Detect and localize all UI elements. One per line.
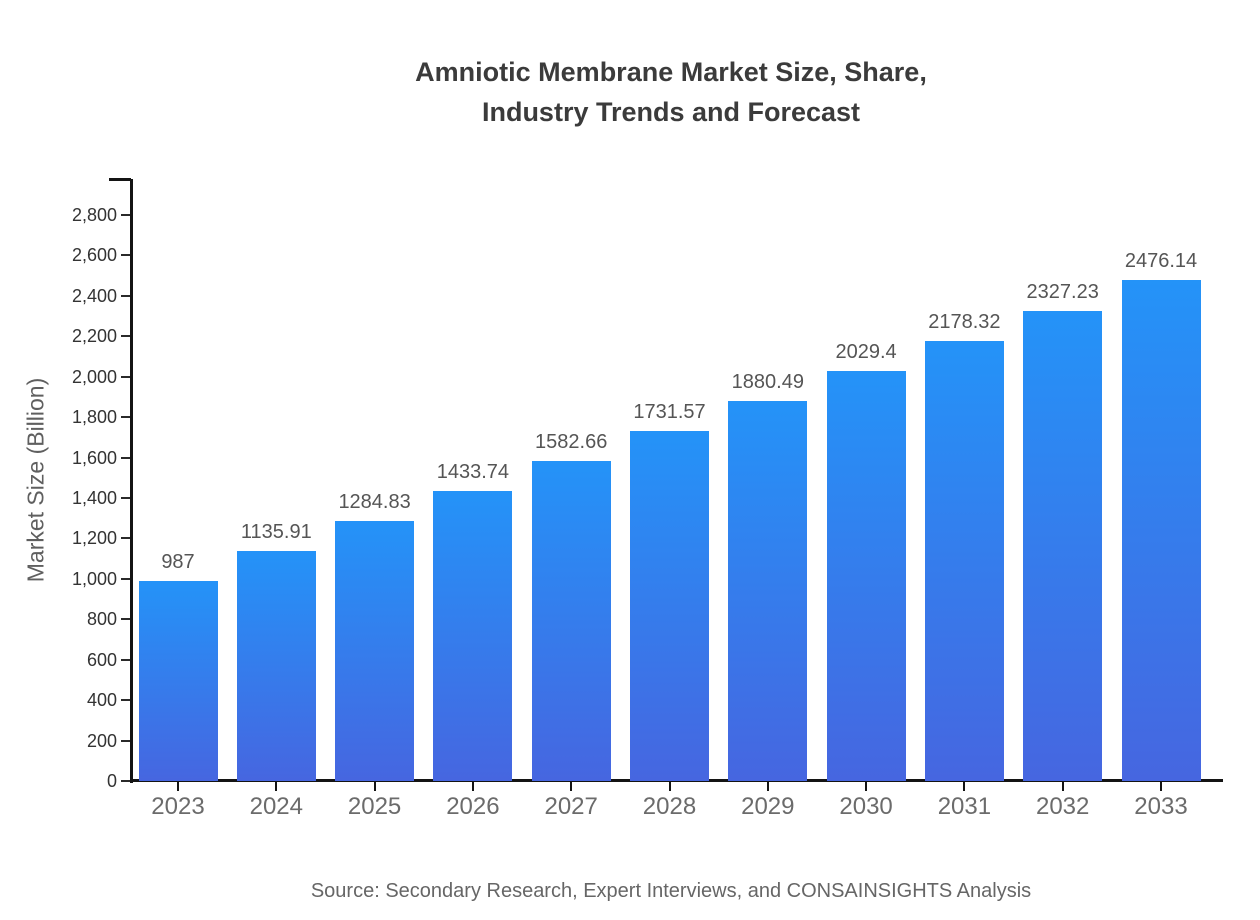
bar-value-label: 2476.14 xyxy=(1124,250,1198,273)
y-tick-label: 800 xyxy=(86,609,117,630)
y-tick-label: 2,400 xyxy=(71,285,117,306)
x-tick xyxy=(963,782,966,791)
bar-value-label: 1880.49 xyxy=(731,370,804,393)
bar xyxy=(433,491,513,781)
y-tick xyxy=(121,699,130,702)
x-axis-label: 2028 xyxy=(642,793,697,820)
y-tick-label: 1,400 xyxy=(71,488,117,508)
x-axis-label: 2031 xyxy=(937,793,992,820)
y-tick-label: 600 xyxy=(86,649,117,670)
bar xyxy=(1023,310,1103,781)
x-tick xyxy=(668,782,671,791)
bar-value-label: 2327.23 xyxy=(1026,280,1099,303)
x-axis-label: 2033 xyxy=(1134,793,1188,820)
y-tick xyxy=(121,577,130,580)
y-axis-end-tick xyxy=(109,178,131,181)
y-tick xyxy=(121,254,130,257)
y-tick xyxy=(121,658,130,661)
bar-value-label: 1731.57 xyxy=(633,400,706,423)
bar xyxy=(924,340,1004,781)
bar-value-label: 1582.66 xyxy=(535,431,608,454)
x-axis-label: 2025 xyxy=(347,793,402,820)
chart-title-line1: Amniotic Membrane Market Size, Share, xyxy=(415,57,927,87)
x-axis-label: 2026 xyxy=(446,793,500,820)
y-tick xyxy=(121,456,130,459)
x-axis-label: 2027 xyxy=(544,793,598,820)
y-tick xyxy=(121,618,130,621)
x-axis-label: 2032 xyxy=(1035,793,1090,820)
bar xyxy=(630,430,709,781)
chart-title: Amniotic Membrane Market Size, Share, In… xyxy=(82,52,1260,132)
y-tick-label: 2,600 xyxy=(71,245,117,266)
y-tick xyxy=(121,335,130,338)
y-tick xyxy=(121,375,130,378)
bar xyxy=(335,521,415,781)
bar xyxy=(138,581,218,781)
y-tick-label: 2,800 xyxy=(71,205,117,225)
x-tick xyxy=(177,782,179,791)
y-tick-label: 200 xyxy=(86,730,117,751)
bar xyxy=(531,461,611,781)
bar xyxy=(236,551,316,781)
y-axis-line xyxy=(130,179,133,783)
x-tick xyxy=(1160,782,1162,791)
y-tick xyxy=(121,416,130,419)
x-tick xyxy=(570,782,573,791)
y-tick-label: 1,600 xyxy=(71,447,117,468)
bar-value-label: 1284.83 xyxy=(338,491,411,514)
bar-value-label: 2029.4 xyxy=(835,340,897,363)
x-tick xyxy=(865,782,868,791)
y-tick-label: 2,000 xyxy=(71,366,117,387)
y-tick xyxy=(121,537,130,540)
x-axis-label: 2030 xyxy=(839,793,893,820)
x-tick xyxy=(766,782,769,791)
y-tick-label: 2,200 xyxy=(71,326,117,347)
bar xyxy=(826,370,906,781)
y-tick xyxy=(121,497,130,499)
y-tick xyxy=(121,214,130,216)
bar-value-label: 1433.74 xyxy=(436,461,510,484)
chart-title-line2: Industry Trends and Forecast xyxy=(481,97,861,127)
bar xyxy=(728,400,808,781)
x-tick xyxy=(373,782,376,791)
y-tick xyxy=(121,739,130,742)
y-tick-label: 0 xyxy=(106,771,117,791)
x-tick xyxy=(1061,782,1064,791)
x-axis-label: 2029 xyxy=(741,793,795,820)
y-tick xyxy=(121,780,130,782)
x-tick xyxy=(275,782,278,791)
source-note: Source: Secondary Research, Expert Inter… xyxy=(310,880,1032,902)
y-tick-label: 1,800 xyxy=(71,407,117,428)
bar xyxy=(1121,280,1201,781)
bar-value-label: 1135.91 xyxy=(240,521,312,544)
x-tick xyxy=(471,782,474,791)
x-axis-label: 2024 xyxy=(249,793,303,820)
y-tick xyxy=(121,294,130,297)
bar-value-label: 2178.32 xyxy=(928,310,1001,333)
x-axis-label: 2023 xyxy=(151,793,205,820)
y-tick-label: 1,000 xyxy=(71,568,117,589)
y-tick-label: 1,200 xyxy=(71,528,117,549)
y-tick-label: 400 xyxy=(86,690,117,711)
bar-value-label: 987 xyxy=(161,551,195,574)
